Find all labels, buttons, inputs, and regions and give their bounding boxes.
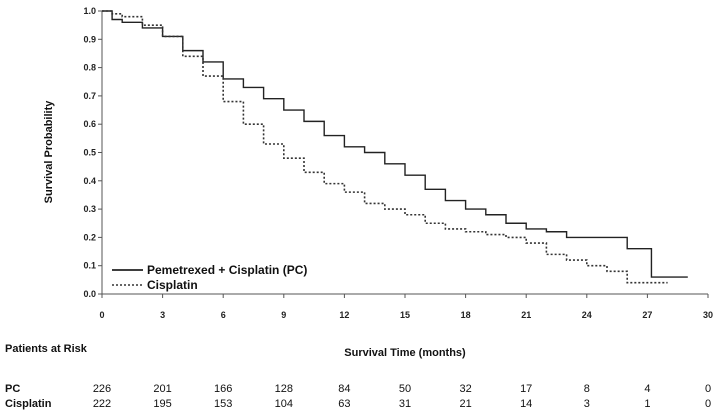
risk-value: 166 [214,383,232,395]
risk-value: 104 [275,398,293,410]
y-tick-label: 0.3 [83,204,96,214]
y-tick-label: 0.2 [83,232,96,242]
y-tick-label: 0.1 [83,261,96,271]
x-tick-label: 30 [703,310,713,320]
y-tick-label: 0.7 [83,91,96,101]
x-axis-title: Survival Time (months) [344,347,466,359]
x-tick-label: 27 [642,310,652,320]
x-tick-label: 3 [160,310,165,320]
risk-value: 128 [275,383,293,395]
y-tick-label: 0.6 [83,119,96,129]
y-tick-label: 0.0 [83,289,96,299]
y-tick-label: 0.8 [83,63,96,73]
legend: Pemetrexed + Cisplatin (PC)Cisplatin [112,263,307,292]
legend-label: Cisplatin [147,278,198,292]
risk-row-label: Cisplatin [5,398,52,410]
risk-value: 50 [399,383,411,395]
risk-value: 3 [584,398,590,410]
series-lines [102,10,688,284]
y-tick-label: 0.4 [83,176,96,186]
risk-value: 4 [644,383,650,395]
risk-value: 201 [153,383,171,395]
risk-value: 63 [338,398,350,410]
risk-value: 222 [93,398,111,410]
x-tick-label: 9 [281,310,286,320]
risk-row-label: PC [5,383,20,395]
risk-value: 0 [705,398,711,410]
risk-value: 8 [584,383,590,395]
x-tick-label: 18 [461,310,471,320]
risk-value: 31 [399,398,411,410]
y-tick-label: 0.9 [83,34,96,44]
x-tick-label: 12 [339,310,349,320]
axes: 0.0 0.1 0.2 0.3 0.4 0.5 0.6 0.7 0.8 0.9 1.0 0 3 6 9 12 1… [83,6,713,320]
y-tick-label: 0.5 [83,148,96,158]
y-axis-title: Survival Probability [43,100,55,204]
risk-value: 1 [644,398,650,410]
series-line-cisplatin [102,10,668,284]
series-line-pc [102,10,688,278]
risk-value: 21 [459,398,471,410]
risk-table-title: Patients at Risk [5,343,88,355]
legend-label: Pemetrexed + Cisplatin (PC) [147,263,307,277]
risk-value: 84 [338,383,350,395]
risk-value: 14 [520,398,532,410]
risk-value: 0 [705,383,711,395]
x-tick-label: 15 [400,310,410,320]
x-tick-label: 24 [582,310,592,320]
x-tick-label: 0 [99,310,104,320]
risk-value: 195 [153,398,171,410]
risk-value: 153 [214,398,232,410]
risk-value: 32 [459,383,471,395]
risk-value: 226 [93,383,111,395]
risk-value: 17 [520,383,532,395]
x-tick-label: 6 [221,310,226,320]
x-tick-label: 21 [521,310,531,320]
y-tick-label: 1.0 [83,6,96,16]
